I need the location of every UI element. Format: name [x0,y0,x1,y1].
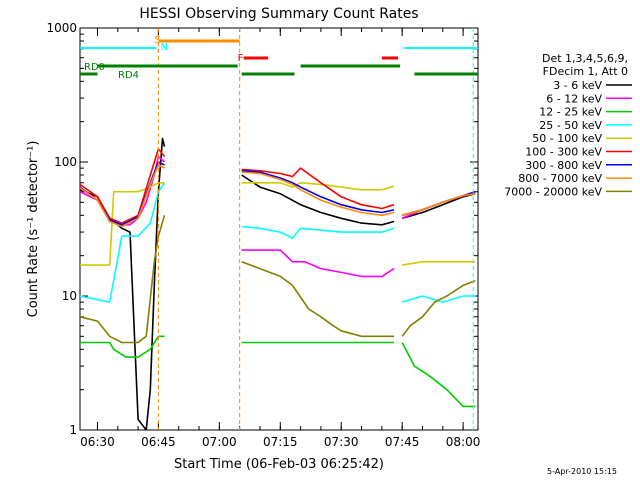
series-group [80,137,476,430]
legend: Det 1,3,4,5,6,9,FDecim 1, Att 03 - 6 keV… [504,52,632,198]
chart-title: HESSI Observing Summary Count Rates [139,6,418,22]
x-tick-label: 07:00 [202,435,237,449]
y-tick-label: 1000 [46,21,77,35]
legend-header-2: FDecim 1, Att 0 [543,65,628,78]
legend-label-5: 50 - 100 keV [532,132,602,145]
plot-frame [79,27,479,431]
legend-label-6: 100 - 300 keV [525,146,602,159]
flag-saa-label: S [154,35,160,46]
y-tick-label: 100 [54,155,77,169]
y-tick-label: 10 [62,289,77,303]
x-axis-label: Start Time (06-Feb-03 06:25:42) [174,457,384,472]
series-line-3 [80,335,476,408]
x-tick-label: 07:45 [385,435,420,449]
flag-rd4-label: RD4 [118,70,139,81]
x-tick-label: 07:30 [324,435,359,449]
series-line-8 [80,164,476,228]
series-line-4 [80,182,476,303]
legend-label-1: 3 - 6 keV [553,79,602,92]
y-axis-label: Count Rate (s⁻¹ detector⁻¹) [26,141,41,318]
legend-label-2: 6 - 12 keV [546,92,602,105]
legend-header-1: Det 1,3,4,5,6,9, [542,52,628,65]
flag-rd0-label: RD0 [84,62,105,73]
x-tick-label: 08:00 [446,435,481,449]
flag-flare-label: F [238,53,244,64]
legend-label-3: 12 - 25 keV [539,106,602,119]
series-line-9 [80,215,476,344]
legend-label-7: 300 - 800 keV [525,159,602,172]
x-tick-label: 06:45 [141,435,176,449]
flag-night-label: N [160,42,167,53]
y-tick-label: 1 [69,423,77,437]
legend-label-8: 800 - 7000 keV [518,172,602,185]
legend-label-4: 25 - 50 keV [539,119,602,132]
x-tick-label: 06:30 [80,435,115,449]
footer-date: 5-Apr-2010 15:15 [547,467,617,476]
x-tick-label: 07:15 [263,435,298,449]
series-line-5 [80,182,476,266]
legend-label-9: 7000 - 20000 keV [504,185,602,198]
plot-area: 1 10 100 1000 06:30 06:45 07:00 07:15 07:30 07:45… [46,21,480,449]
